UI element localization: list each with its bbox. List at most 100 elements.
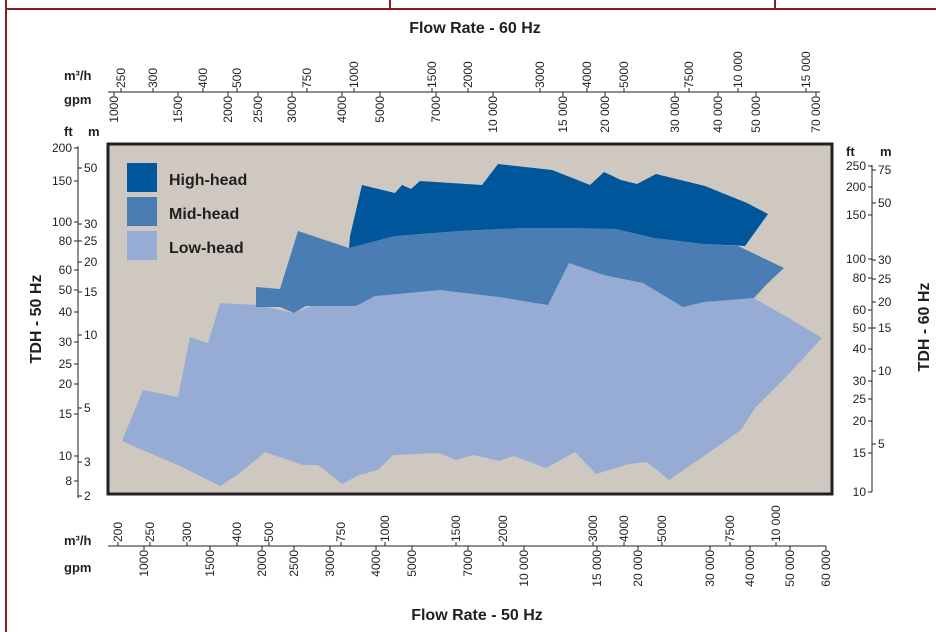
bottom-gpm-tick-label: 2500	[287, 550, 301, 577]
left-ft-tick-label: 150	[52, 174, 72, 188]
bottom-gpm-tick-label: 15 000	[590, 550, 604, 587]
left-axis-title: TDH - 50 Hz	[28, 275, 45, 364]
legend-swatch-high	[127, 163, 157, 192]
top-m3h-tick-label: 15 000	[799, 51, 813, 88]
right-ft-tick-label: 50	[853, 321, 867, 335]
region-low	[122, 262, 822, 486]
right-m-tick-label: 75	[878, 163, 892, 177]
right-ft-tick-label: 25	[853, 392, 867, 406]
right-ft-tick-label: 100	[846, 252, 866, 266]
top-gpm-tick-label: 20 000	[598, 96, 612, 133]
bottom-gpm-tick-label: 50 000	[783, 550, 797, 587]
bottom-gpm-tick-label: 20 000	[631, 550, 645, 587]
bottom-m3h-tick-label: 1000	[378, 515, 392, 542]
left-m-tick-label: 2	[84, 489, 91, 503]
top-gpm-tick-label: 10 000	[486, 96, 500, 133]
top-m3h-unit-text: m³/h	[64, 68, 92, 83]
legend-label-high: High-head	[169, 172, 247, 189]
right-m-tick-label: 50	[878, 196, 892, 210]
top-m3h-tick-label: 4000	[580, 61, 594, 88]
top-m3h-tick-label: 1500	[425, 61, 439, 88]
top-m3h-tick-label: 400	[196, 68, 210, 88]
legend-swatch-low	[127, 231, 157, 260]
left-m-tick-label: 50	[84, 161, 98, 175]
left-ft-tick-label: 20	[59, 377, 73, 391]
right-axis-title: TDH - 60 Hz	[916, 283, 933, 372]
top-gpm-tick-label: 70 000	[809, 96, 823, 133]
right-ft-tick-label: 40	[853, 342, 867, 356]
top-gpm-tick-label: 30 000	[668, 96, 682, 133]
top-m3h-tick-label: 7500	[682, 61, 696, 88]
right-m-tick-label: 5	[878, 437, 885, 451]
left-m-tick-label: 3	[84, 455, 91, 469]
bottom-m3h-tick-label: 4000	[617, 515, 631, 542]
right-ft-tick-label: 15	[853, 446, 867, 460]
bottom-gpm-tick-label: 4000	[369, 550, 383, 577]
left-ft-tick-label: 25	[59, 357, 73, 371]
top-m3h-tick-label: 250	[114, 68, 128, 88]
bottom-m3h-tick-label: 2000	[496, 515, 510, 542]
left-m-tick-label: 10	[84, 328, 98, 342]
bottom-m3h-tick-label: 400	[230, 522, 244, 542]
left-ft-unit: ft	[64, 124, 73, 139]
left-m-tick-label: 30	[84, 217, 98, 231]
bottom-gpm-tick-label: 60 000	[819, 550, 833, 587]
right-m-tick-label: 25	[878, 272, 892, 286]
bottom-m3h-tick-label: 200	[111, 522, 125, 542]
left-ft-tick-label: 60	[59, 263, 73, 277]
left-ft-tick-label: 30	[59, 335, 73, 349]
top-m3h-tick-label: 1000	[347, 61, 361, 88]
top-gpm-tick-label: 40 000	[711, 96, 725, 133]
right-ft-tick-label: 80	[853, 271, 867, 285]
bottom-gpm-tick-label: 40 000	[743, 550, 757, 587]
left-ft-tick-label: 50	[59, 283, 73, 297]
right-m-tick-label: 30	[878, 253, 892, 267]
left-ft-tick-label: 10	[59, 449, 73, 463]
bottom-gpm-tick-label: 2000	[255, 550, 269, 577]
top-gpm-tick-label: 5000	[373, 96, 387, 123]
bottom-m3h-tick-label: 750	[334, 522, 348, 542]
top-gpm-tick-label: 15 000	[556, 96, 570, 133]
top-m3h-tick-label: 750	[300, 68, 314, 88]
axes: 250 300 400 500 750 1000 1500 2000 3000 4000 5000 7…	[52, 51, 892, 587]
top-gpm-tick-label: 2000	[221, 96, 235, 123]
right-ft-tick-label: 250	[846, 159, 866, 173]
right-m-tick-label: 20	[878, 295, 892, 309]
left-m-tick-label: 5	[84, 401, 91, 415]
page-frame	[5, 0, 936, 632]
bottom-m3h-unit-text: m³/h	[64, 533, 92, 548]
right-ft-unit: ft	[846, 144, 855, 159]
right-m-tick-label: 15	[878, 321, 892, 335]
coverage-regions	[122, 164, 822, 486]
top-gpm-tick-label: 7000	[429, 96, 443, 123]
left-ft-tick-label: 200	[52, 141, 72, 155]
bottom-m3h-tick-label: 1500	[449, 515, 463, 542]
region-mid	[256, 228, 784, 313]
bottom-gpm-tick-label: 5000	[405, 550, 419, 577]
top-m3h-tick-label: 500	[230, 68, 244, 88]
bottom-gpm-tick-label: 10 000	[517, 550, 531, 587]
top-m3h-tick-label: 5000	[617, 61, 631, 88]
left-ft-tick-label: 40	[59, 305, 73, 319]
bottom-gpm-tick-label: 7000	[461, 550, 475, 577]
top-m3h-tick-label: 300	[146, 68, 160, 88]
bottom-gpm-tick-label: 1500	[203, 550, 217, 577]
right-ft-tick-label: 30	[853, 374, 867, 388]
legend: High-head Mid-head Low-head	[127, 163, 247, 260]
right-m-tick-label: 10	[878, 364, 892, 378]
right-ft-tick-label: 150	[846, 208, 866, 222]
left-ft-tick-label: 8	[65, 474, 72, 488]
bottom-gpm-unit: gpm	[64, 560, 91, 575]
legend-label-low: Low-head	[169, 240, 244, 257]
top-m3h-tick-label: 3000	[533, 61, 547, 88]
bottom-axis-title: Flow Rate - 50 Hz	[411, 607, 543, 624]
top-gpm-tick-label: 3000	[285, 96, 299, 123]
left-m-tick-label: 20	[84, 255, 98, 269]
bottom-gpm-tick-label: 1000	[137, 550, 151, 577]
bottom-m3h-unit: m³/h	[64, 533, 92, 548]
right-ft-tick-label: 200	[846, 180, 866, 194]
bottom-m3h-tick-label: 10 000	[769, 505, 783, 542]
bottom-m3h-tick-label: 7500	[723, 515, 737, 542]
left-ft-tick-label: 100	[52, 215, 72, 229]
